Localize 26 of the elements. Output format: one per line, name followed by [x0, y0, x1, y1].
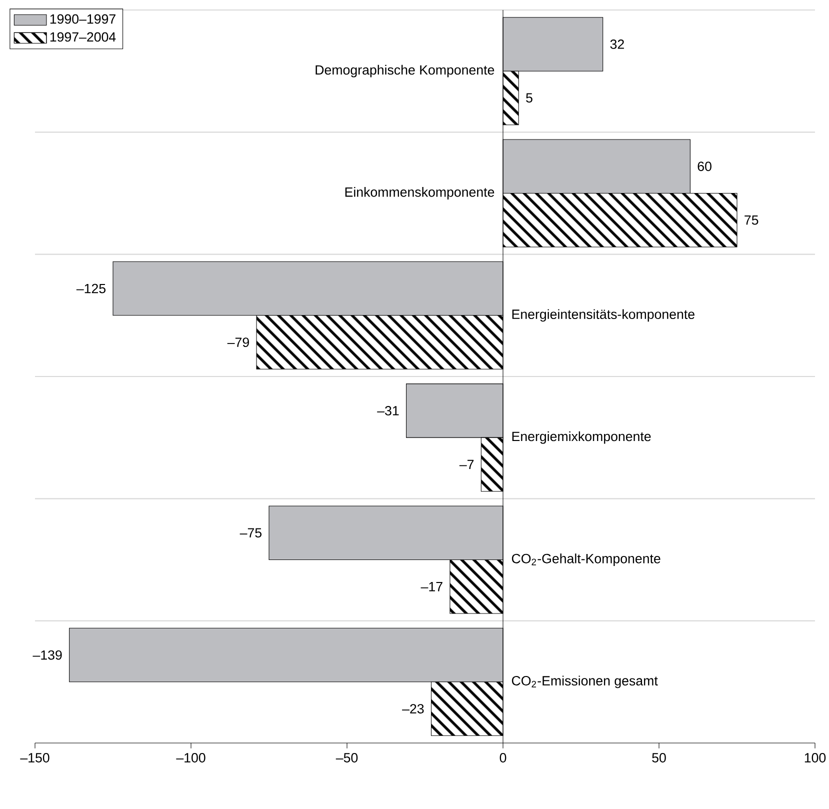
- data-label: 60: [698, 162, 712, 172]
- y-tick-label: CO$_{2}$-Emissionen gesamt: [512, 676, 658, 688]
- data-label: –125: [76, 284, 106, 294]
- legend-label: 1997–2004: [50, 32, 116, 42]
- y-tick-label: Energiemixkomponente: [512, 431, 651, 444]
- x-tick-label: 50: [652, 753, 666, 762]
- data-label: –23: [402, 704, 424, 714]
- data-label: –75: [240, 528, 262, 538]
- x-tick-label: 0: [500, 753, 506, 762]
- data-label: 75: [744, 215, 758, 225]
- data-label: –79: [227, 338, 249, 348]
- data-label: –7: [459, 460, 474, 470]
- x-tick-label: –100: [176, 753, 206, 762]
- legend-label: 1990–1997: [50, 14, 116, 24]
- x-tick-label: –50: [336, 753, 358, 762]
- data-label: 32: [610, 39, 624, 49]
- data-label: –17: [420, 582, 442, 592]
- data-label: –139: [32, 650, 62, 660]
- data-label: –31: [377, 406, 399, 416]
- y-tick-label: Energieintensitäts-komponente: [512, 309, 694, 322]
- y-tick-label: Demographische Komponente: [316, 64, 494, 78]
- x-tick-label: 100: [804, 753, 826, 762]
- x-tick-label: –150: [20, 753, 50, 762]
- y-tick-label: CO$_{2}$-Gehalt-Komponente: [512, 554, 660, 566]
- data-label: 5: [526, 93, 532, 103]
- y-tick-label: Einkommenskomponente: [345, 187, 494, 200]
